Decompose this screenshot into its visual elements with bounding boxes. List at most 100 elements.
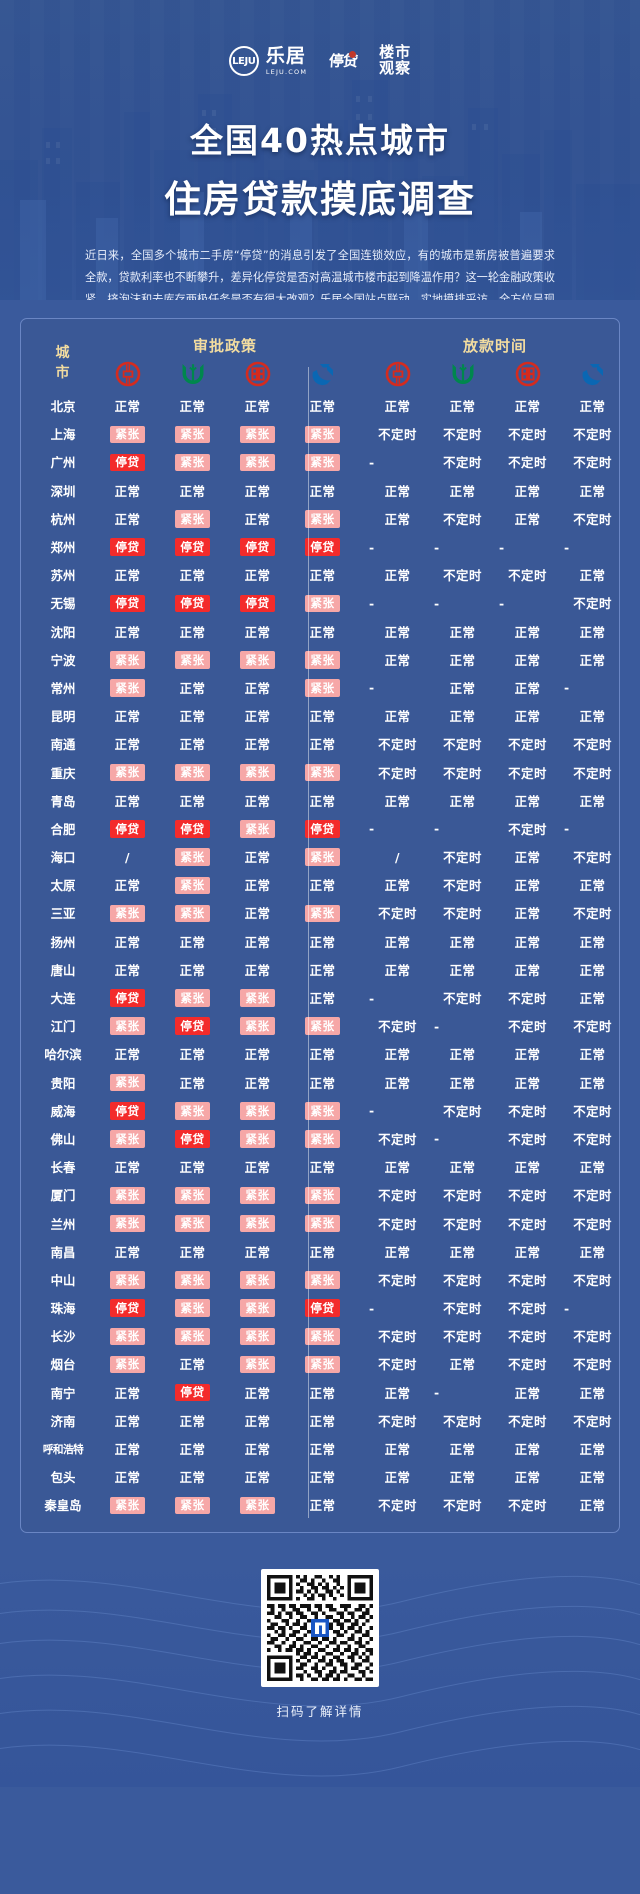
approval-cell: 紧张	[290, 1097, 355, 1125]
status-text: 正常	[384, 793, 411, 809]
table-row: 上海 紧张 紧张 紧张 紧张 不定时 不定时 不定时 不定时	[31, 420, 625, 448]
status-text: 正常	[179, 1470, 206, 1486]
status-badge-suspended: 停贷	[305, 538, 340, 556]
title-line-1: 全国40热点城市	[190, 121, 450, 160]
release-cell: -	[365, 448, 430, 476]
release-cell: 不定时	[560, 448, 625, 476]
loan-survey-table: 城 市 审批政策 放款时间	[31, 335, 625, 1520]
city-name: 三亚	[50, 906, 76, 922]
approval-cell: 正常	[95, 928, 160, 956]
release-cell: 正常	[365, 505, 430, 533]
status-text: 正常	[309, 793, 336, 809]
status-badge-tight: 紧张	[305, 679, 340, 697]
approval-cell: 紧张	[225, 1294, 290, 1322]
status-badge-suspended: 停贷	[110, 538, 145, 556]
status-text: 正常	[179, 1442, 206, 1458]
status-text: 正常	[114, 568, 141, 584]
status-text: 正常	[449, 1047, 476, 1063]
status-text: 正常	[514, 962, 541, 978]
group-gap-cell	[355, 899, 365, 927]
approval-cell: 紧张	[160, 1209, 225, 1237]
approval-cell: 正常	[160, 1463, 225, 1491]
status-text: 不定时	[508, 1498, 547, 1514]
approval-cell: 紧张	[225, 1097, 290, 1125]
status-text: 正常	[449, 483, 476, 499]
status-none: -	[434, 821, 440, 837]
status-none: -	[499, 595, 505, 611]
status-text: 正常	[449, 793, 476, 809]
release-cell: 正常	[430, 646, 495, 674]
status-text: 不定时	[378, 737, 417, 753]
approval-cell: 紧张	[160, 1266, 225, 1294]
status-text: 正常	[579, 934, 606, 950]
qr-code[interactable]	[261, 1568, 379, 1687]
approval-cell: 紧张	[95, 1069, 160, 1097]
status-badge-tight: 紧张	[110, 904, 145, 923]
icbc-icon	[495, 361, 560, 387]
group-gap-cell	[355, 589, 365, 617]
release-cell: 正常	[560, 928, 625, 956]
release-cell: 不定时	[430, 1181, 495, 1209]
status-text: 正常	[449, 1470, 476, 1486]
release-cell: 不定时	[495, 1012, 560, 1040]
status-none: -	[564, 539, 570, 555]
release-cell: 正常	[430, 1350, 495, 1378]
status-text: 不定时	[443, 1103, 482, 1119]
table-row: 南昌 正常 正常 正常 正常 正常 正常 正常 正常	[31, 1238, 625, 1266]
status-text: 正常	[384, 652, 411, 668]
city-name: 佛山	[50, 1131, 76, 1147]
bank-logo-cell-release-icbc	[495, 359, 560, 392]
release-cell: -	[560, 533, 625, 561]
release-cell: 正常	[495, 1435, 560, 1463]
status-text: 不定时	[508, 737, 547, 753]
approval-cell: 正常	[225, 730, 290, 758]
release-cell: 正常	[365, 1238, 430, 1266]
status-text: 不定时	[508, 821, 547, 837]
table-row: 贵阳 紧张 正常 正常 正常 正常 正常 正常 正常	[31, 1069, 625, 1097]
status-text: 正常	[114, 511, 141, 527]
release-cell: 正常	[495, 1379, 560, 1407]
approval-cell: 紧张	[290, 758, 355, 786]
group-gap-cell	[355, 1125, 365, 1153]
status-text: 正常	[449, 399, 476, 415]
release-cell: 正常	[495, 477, 560, 505]
status-text: 不定时	[378, 1357, 417, 1373]
release-cell: -	[365, 984, 430, 1012]
status-text: 不定时	[443, 1329, 482, 1345]
status-text: 正常	[114, 793, 141, 809]
approval-cell: 正常	[290, 1435, 355, 1463]
status-none: -	[434, 1131, 440, 1147]
status-text: 正常	[514, 1160, 541, 1176]
status-badge-tight: 紧张	[240, 989, 275, 1007]
status-badge-tight: 紧张	[240, 1271, 275, 1289]
status-text: 不定时	[573, 1131, 612, 1147]
group-gap-cell	[355, 420, 365, 448]
status-text: 正常	[309, 1244, 336, 1260]
approval-cell: 紧张	[290, 448, 355, 476]
status-text: 正常	[244, 399, 271, 415]
approval-cell: 正常	[225, 1407, 290, 1435]
status-text: 正常	[384, 624, 411, 640]
status-text: 正常	[309, 1442, 336, 1458]
status-text: 正常	[579, 962, 606, 978]
approval-cell: 停贷	[160, 815, 225, 843]
release-cell: 正常	[430, 956, 495, 984]
status-text: 正常	[309, 1498, 336, 1514]
group-gap-cell	[355, 674, 365, 702]
city-name: 上海	[50, 427, 76, 443]
status-text: 正常	[449, 1357, 476, 1373]
status-none: -	[369, 539, 375, 555]
status-text: 不定时	[508, 1131, 547, 1147]
approval-cell: 紧张	[290, 589, 355, 617]
status-text: 正常	[449, 1075, 476, 1091]
approval-cell: 正常	[160, 1435, 225, 1463]
release-cell: -	[365, 1097, 430, 1125]
channel-line-1: 楼市	[379, 43, 412, 62]
approval-cell: 紧张	[290, 420, 355, 448]
approval-cell: 紧张	[160, 758, 225, 786]
approval-cell: 紧张	[290, 1350, 355, 1378]
release-cell: 正常	[495, 787, 560, 815]
release-cell: 不定时	[495, 561, 560, 589]
release-cell: 不定时	[560, 589, 625, 617]
city-name: 杭州	[50, 511, 76, 527]
